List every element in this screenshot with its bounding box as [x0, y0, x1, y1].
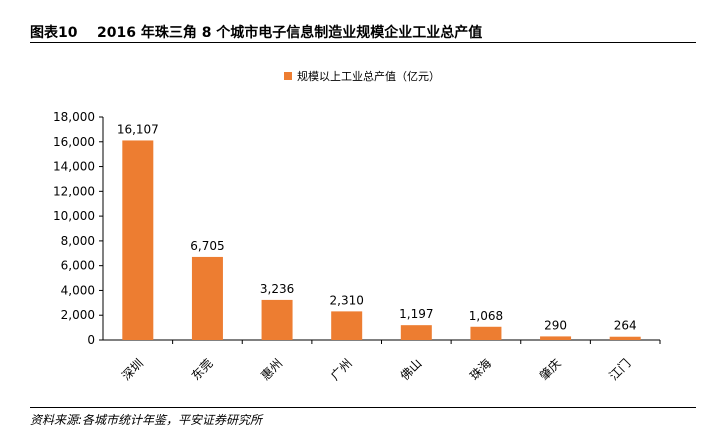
figure-header: 图表10 2016 年珠三角 8 个城市电子信息制造业规模企业工业总产值 — [30, 18, 696, 46]
x-tick-label: 广州 — [328, 356, 355, 383]
bar-series: 16,107 6,705 3,236 2,310 1,197 1,068 290 264 — [117, 122, 641, 340]
header-rule — [30, 42, 696, 43]
y-tick-label: 16,000 — [53, 135, 95, 149]
data-label: 1,197 — [399, 307, 433, 321]
footer-rule — [30, 407, 696, 408]
y-tick-label: 10,000 — [53, 209, 95, 223]
y-tick-label: 0 — [87, 333, 95, 347]
data-label: 3,236 — [260, 282, 294, 296]
x-tick-label: 东莞 — [189, 356, 216, 383]
x-tick-label: 惠州 — [258, 356, 285, 383]
bar — [331, 311, 363, 340]
data-label: 264 — [614, 319, 637, 333]
y-tick-label: 8,000 — [61, 234, 95, 248]
bar — [122, 140, 154, 340]
bar — [470, 326, 502, 340]
bar — [540, 336, 572, 340]
data-label: 1,068 — [469, 309, 503, 323]
figure-title-text: 2016 年珠三角 8 个城市电子信息制造业规模企业工业总产值 — [96, 25, 483, 41]
x-tick-label: 深圳 — [119, 356, 146, 383]
x-tick-label: 肇庆 — [536, 356, 564, 384]
bar — [191, 256, 223, 340]
data-label: 290 — [544, 318, 567, 332]
legend-swatch — [284, 72, 292, 80]
figure-title: 图表10 2016 年珠三角 8 个城市电子信息制造业规模企业工业总产值 — [30, 22, 482, 42]
source-note: 资料来源:各城市统计年鉴，平安证券研究所 — [30, 413, 263, 427]
x-tick-label: 江门 — [606, 356, 634, 384]
x-tick-label: 佛山 — [398, 356, 425, 383]
y-tick-label: 14,000 — [53, 160, 95, 174]
y-tick-label: 4,000 — [61, 283, 95, 297]
data-label: 16,107 — [117, 122, 159, 136]
bar — [609, 336, 641, 340]
x-tick-label: 珠海 — [466, 356, 494, 384]
y-tick-label: 2,000 — [61, 308, 95, 322]
y-tick-label: 12,000 — [53, 184, 95, 198]
y-tick-label: 18,000 — [53, 110, 95, 124]
bar — [400, 325, 432, 340]
data-label: 6,705 — [190, 239, 224, 253]
data-label: 2,310 — [330, 293, 364, 307]
figure-number: 图表10 — [30, 25, 78, 41]
legend-label: 规模以上工业总产值（亿元） — [297, 69, 440, 83]
bar — [261, 299, 293, 340]
y-tick-label: 6,000 — [61, 259, 95, 273]
chart-legend: 规模以上工业总产值（亿元） — [284, 69, 440, 83]
